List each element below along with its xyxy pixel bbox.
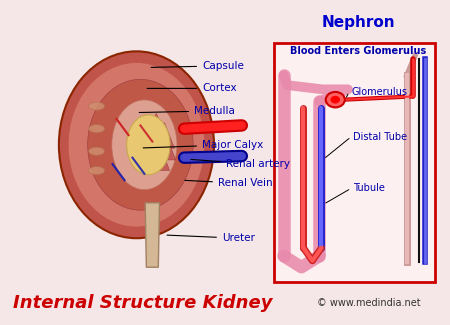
Ellipse shape <box>112 100 177 189</box>
Text: Medulla: Medulla <box>139 106 235 116</box>
Text: Blood Enters Glomerulus: Blood Enters Glomerulus <box>289 46 426 56</box>
Ellipse shape <box>88 79 193 210</box>
Polygon shape <box>155 123 175 148</box>
Text: © www.medindia.net: © www.medindia.net <box>317 298 421 308</box>
Text: Major Calyx: Major Calyx <box>143 140 263 150</box>
Text: Distal Tube: Distal Tube <box>353 132 407 142</box>
Ellipse shape <box>59 51 214 238</box>
Ellipse shape <box>89 102 104 110</box>
Text: Renal Vein: Renal Vein <box>185 178 273 188</box>
Circle shape <box>326 92 345 107</box>
Text: Renal artery: Renal artery <box>191 159 290 169</box>
Text: Nephron: Nephron <box>321 15 395 31</box>
Text: Capsule: Capsule <box>151 61 244 71</box>
Text: Internal Structure Kidney: Internal Structure Kidney <box>13 294 272 312</box>
Polygon shape <box>145 203 159 267</box>
Polygon shape <box>156 134 176 160</box>
Polygon shape <box>150 145 170 171</box>
Polygon shape <box>146 113 166 139</box>
FancyBboxPatch shape <box>47 0 450 325</box>
Text: Glomerulus: Glomerulus <box>351 86 407 97</box>
Text: Cortex: Cortex <box>147 84 237 93</box>
Ellipse shape <box>89 147 104 155</box>
FancyBboxPatch shape <box>274 43 435 282</box>
Ellipse shape <box>68 62 205 227</box>
Text: Tubule: Tubule <box>353 183 385 193</box>
Ellipse shape <box>89 125 104 133</box>
Circle shape <box>330 96 340 104</box>
Ellipse shape <box>89 166 104 175</box>
Ellipse shape <box>126 115 170 175</box>
Text: Ureter: Ureter <box>167 233 255 243</box>
